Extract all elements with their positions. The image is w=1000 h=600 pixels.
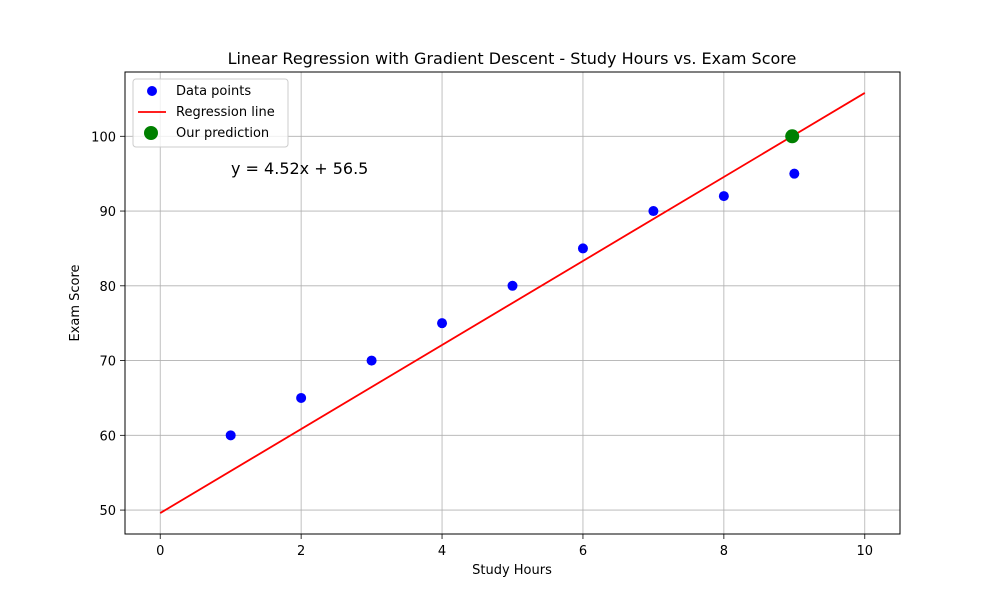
data-point — [366, 355, 377, 366]
x-tick-label: 4 — [438, 544, 446, 559]
legend-label-data-points: Data points — [176, 84, 251, 99]
y-tick-label: 50 — [99, 504, 116, 519]
prediction-point — [785, 129, 800, 144]
plot-series — [159, 92, 866, 514]
x-axis-label: Study Hours — [472, 563, 552, 578]
data-point — [718, 191, 729, 202]
y-tick-label: 70 — [99, 355, 116, 370]
y-tick-label: 90 — [99, 205, 116, 220]
regression-equation-annotation: y = 4.52x + 56.5 — [231, 159, 368, 178]
data-point — [225, 430, 236, 441]
x-tick-label: 10 — [856, 544, 873, 559]
legend-marker-data-points — [147, 86, 157, 96]
x-tick-label: 6 — [579, 544, 587, 559]
data-point — [507, 280, 518, 291]
y-tick-label: 100 — [91, 130, 116, 145]
data-point — [437, 318, 448, 329]
x-tick-label: 8 — [720, 544, 728, 559]
regression-line — [159, 92, 866, 514]
plot-frame — [124, 71, 901, 535]
chart-title: Linear Regression with Gradient Descent … — [228, 49, 797, 68]
data-point — [577, 243, 588, 254]
x-tick-label: 0 — [156, 544, 164, 559]
legend-marker-our-prediction — [144, 126, 158, 140]
legend-label-regression-line: Regression line — [176, 105, 275, 120]
x-tick-label: 2 — [297, 544, 305, 559]
chart-legend: Data points Regression line Our predicti… — [132, 78, 289, 148]
legend-label-our-prediction: Our prediction — [176, 126, 269, 141]
data-point — [296, 392, 307, 403]
data-point — [648, 206, 659, 217]
data-point — [789, 168, 800, 179]
legend-box — [132, 78, 289, 148]
y-axis-label: Exam Score — [68, 264, 83, 341]
axis-ticks: 0 2 4 6 8 10 50 60 70 80 90 100 — [91, 130, 873, 559]
y-tick-label: 60 — [99, 429, 116, 444]
y-tick-label: 80 — [99, 280, 116, 295]
